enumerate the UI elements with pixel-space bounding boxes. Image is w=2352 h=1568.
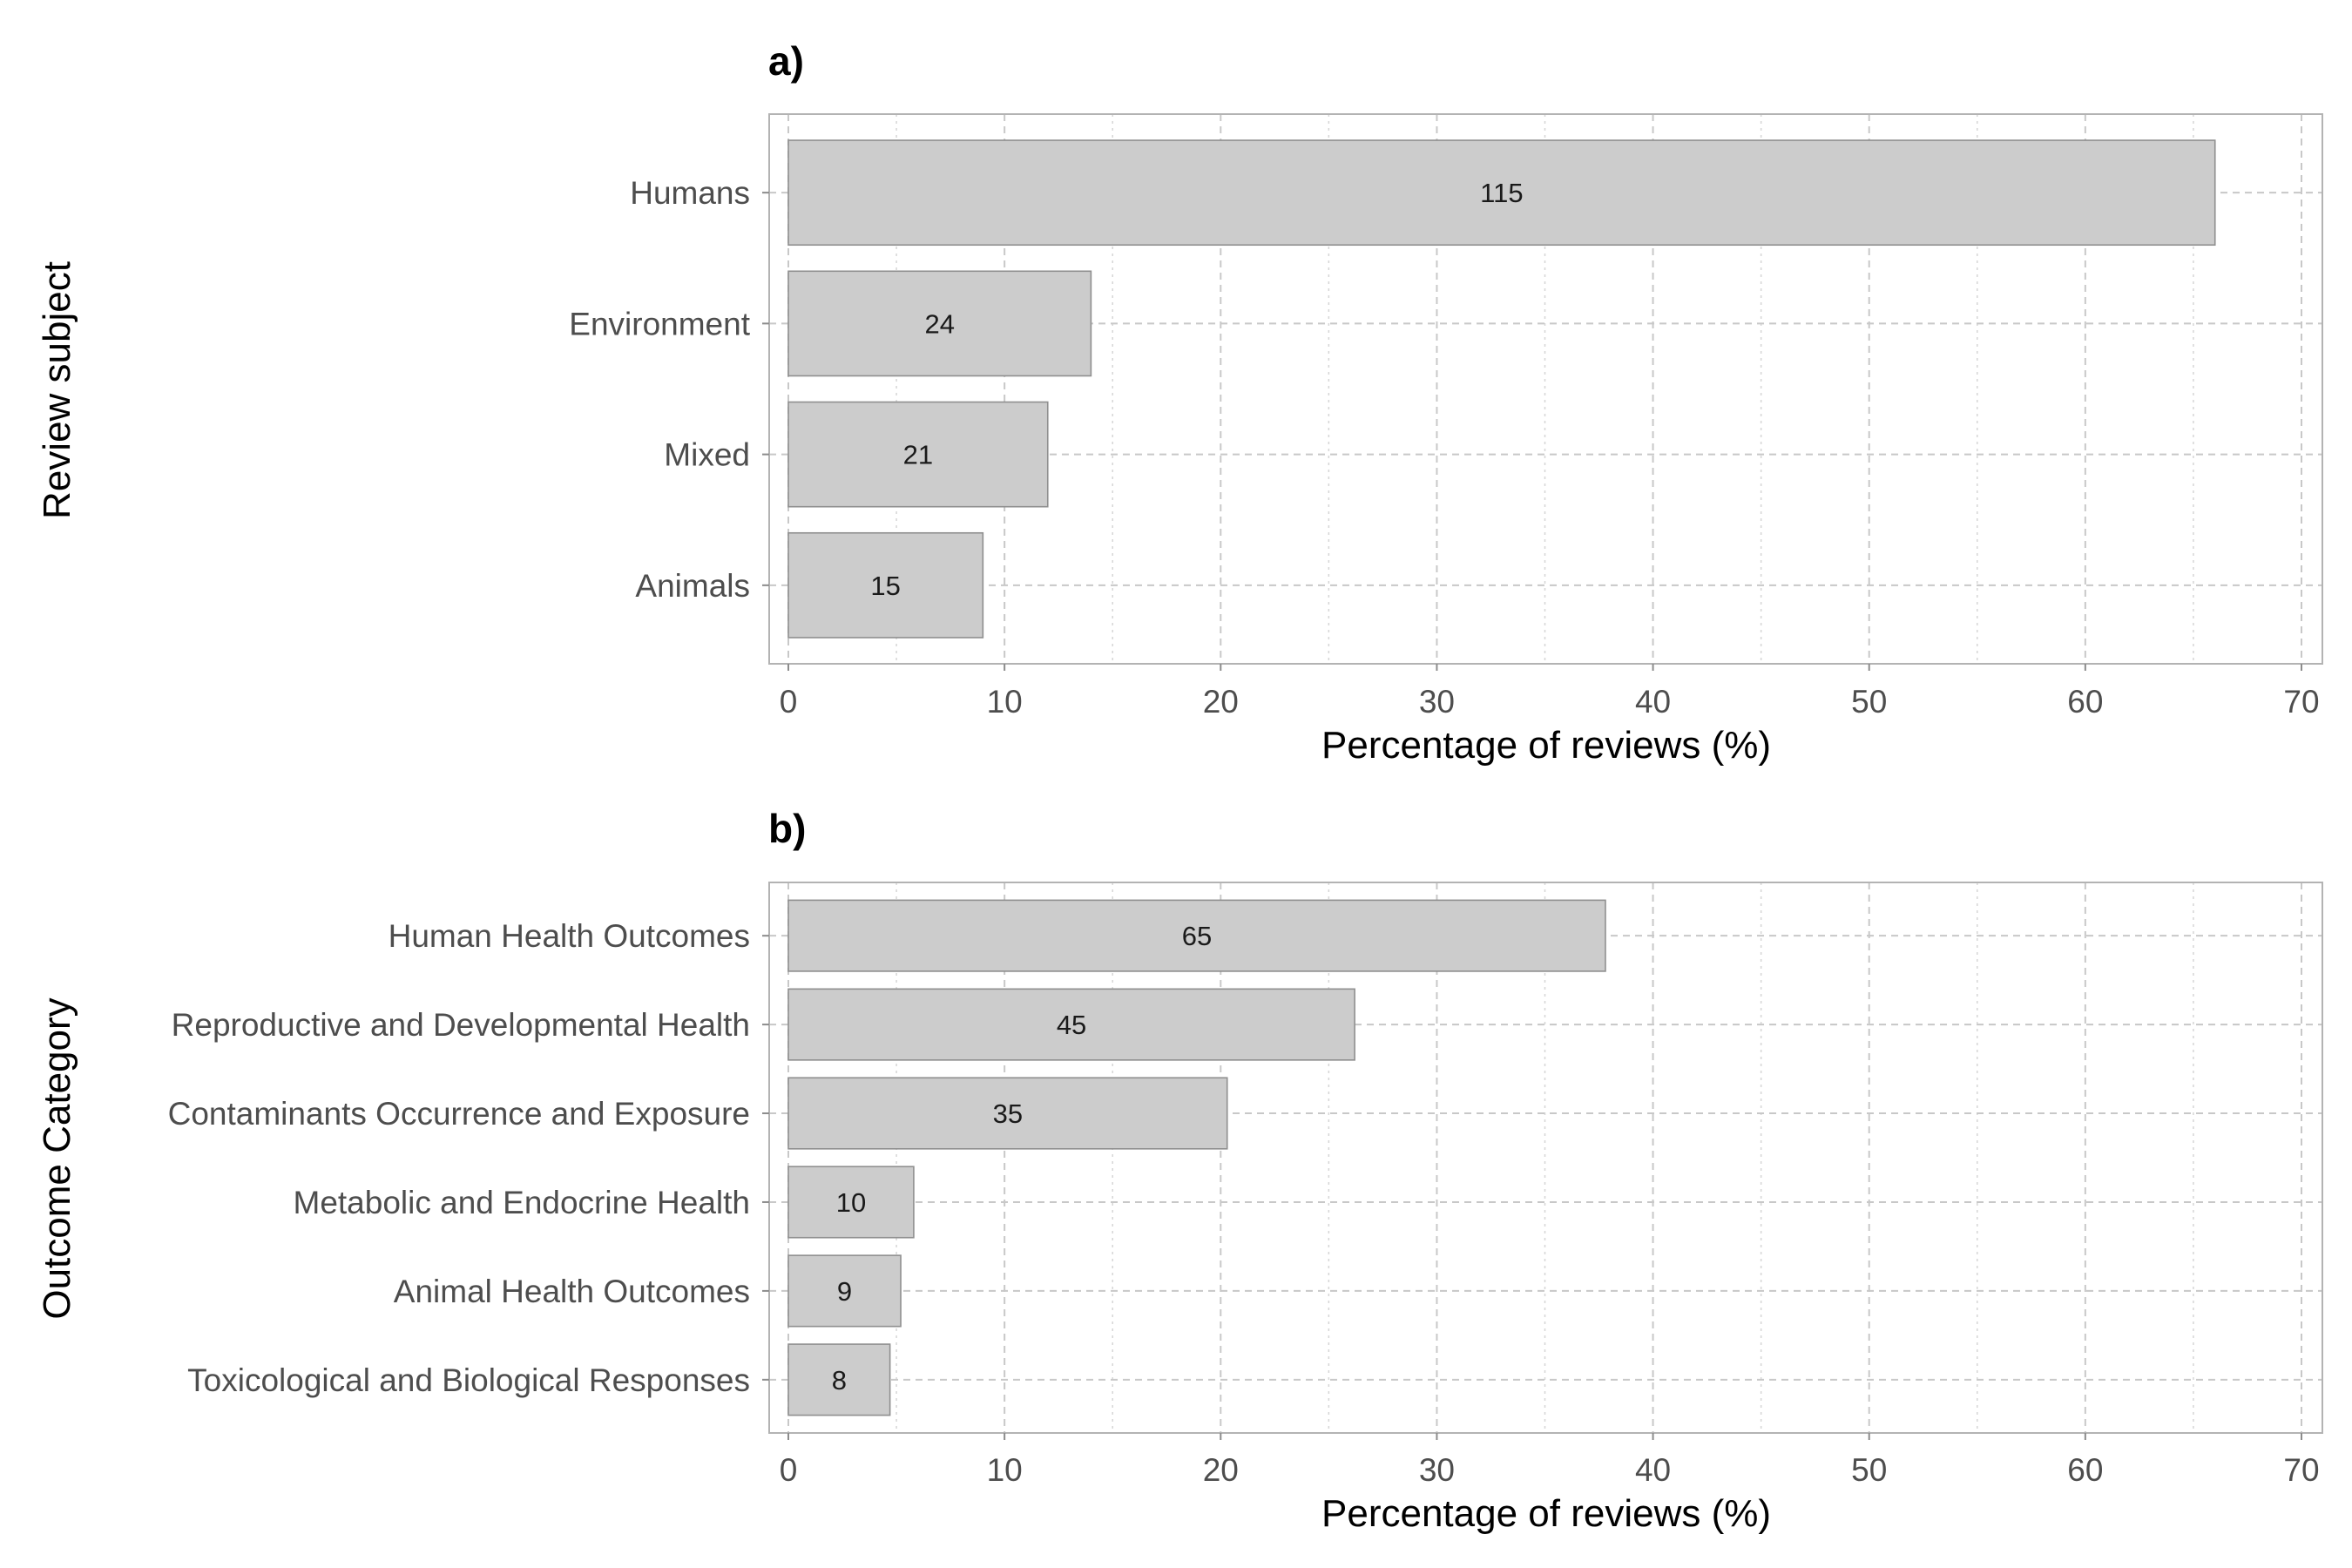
panel-b-bar xyxy=(787,1077,1228,1150)
panel-a-x-tick-label: 50 xyxy=(1851,684,1887,720)
panel-a-bar xyxy=(787,531,984,639)
panel-a-category-label: Mixed xyxy=(664,437,750,473)
panel-b-x-axis-title: Percentage of reviews (%) xyxy=(1321,1492,1771,1535)
panel-b-bar-value-label: 9 xyxy=(837,1276,852,1307)
panel-b-x-tick-label: 60 xyxy=(2067,1452,2103,1488)
panel-b-bar xyxy=(787,988,1355,1061)
panel-b-category-label: Reproductive and Developmental Health xyxy=(172,1007,750,1043)
panel-a-x-tick-label: 0 xyxy=(780,684,798,720)
panel-a-tag: a) xyxy=(768,38,804,84)
panel-a-bar xyxy=(787,401,1049,508)
panel-b-x-tick-label: 30 xyxy=(1419,1452,1455,1488)
panel-a-bar-value-label: 115 xyxy=(1480,178,1523,208)
panel-a-x-tick-label: 10 xyxy=(987,684,1023,720)
panel-a-bar xyxy=(787,139,2216,247)
panel-b-tag: b) xyxy=(768,806,806,851)
panel-b-bar-value-label: 35 xyxy=(993,1098,1023,1129)
panel-b-bar xyxy=(787,1166,915,1239)
panel-a-x-tick-label: 40 xyxy=(1635,684,1671,720)
panel-b-category-label: Toxicological and Biological Responses xyxy=(187,1362,750,1398)
panel-b-x-tick-label: 70 xyxy=(2283,1452,2319,1488)
panel-a-bar-value-label: 21 xyxy=(903,440,933,470)
panel-a-bar-value-label: 15 xyxy=(870,571,900,601)
panel-b-category-label: Animal Health Outcomes xyxy=(394,1274,750,1309)
panel-b-panel-border xyxy=(768,882,2323,1434)
panel-b-bar xyxy=(787,1343,891,1416)
panel-b-y-axis-title: Outcome Category xyxy=(36,997,78,1319)
panel-a-bar xyxy=(787,270,1092,377)
panel-a-category-label: Environment xyxy=(569,306,750,341)
panel-b-x-tick-label: 0 xyxy=(780,1452,798,1488)
panel-b-plot-area: 65 45 35 10 9 8 Human Health Outcomes Reproduct… xyxy=(168,882,2323,1488)
panel-a-x-axis-title: Percentage of reviews (%) xyxy=(1321,724,1771,767)
panel-a-x-tick-label: 30 xyxy=(1419,684,1455,720)
panel-b-category-label: Contaminants Occurrence and Exposure xyxy=(168,1096,750,1132)
panel-a-category-label: Animals xyxy=(635,568,750,604)
panel-b-category-label: Human Health Outcomes xyxy=(389,918,750,954)
panel-a-x-tick-label: 70 xyxy=(2283,684,2319,720)
panel-a-x-tick-label: 20 xyxy=(1203,684,1239,720)
panel-b-x-tick-label: 10 xyxy=(987,1452,1023,1488)
panel-b-category-label: Metabolic and Endocrine Health xyxy=(294,1185,751,1220)
panel-b-x-tick-label: 20 xyxy=(1203,1452,1239,1488)
panel-b-bar-value-label: 65 xyxy=(1182,921,1212,951)
panel-b-bar xyxy=(787,1254,902,1328)
panel-b-x-tick-label: 50 xyxy=(1851,1452,1887,1488)
panel-a-plot-area: 115 24 21 15 Humans Environment Mixed Animals 0 1… xyxy=(569,113,2323,720)
panel-b-bar-value-label: 45 xyxy=(1057,1010,1086,1040)
panel-a-bar-value-label: 24 xyxy=(924,308,954,339)
panel-a-x-tick-label: 60 xyxy=(2067,684,2103,720)
panel-a-panel-border xyxy=(768,113,2323,665)
panel-a-y-axis-title: Review subject xyxy=(36,261,78,519)
panel-b: b) Outcome Category 65 45 35 10 9 8 Human Heal… xyxy=(36,806,2323,1535)
panel-a-category-label: Humans xyxy=(630,175,750,211)
panel-b-bar-value-label: 10 xyxy=(836,1187,866,1218)
panel-b-bar xyxy=(787,899,1606,972)
panel-a: a) Review subject 115 24 21 15 Humans Environ… xyxy=(36,38,2323,767)
panel-b-x-tick-label: 40 xyxy=(1635,1452,1671,1488)
panel-b-bar-value-label: 8 xyxy=(832,1365,847,1396)
